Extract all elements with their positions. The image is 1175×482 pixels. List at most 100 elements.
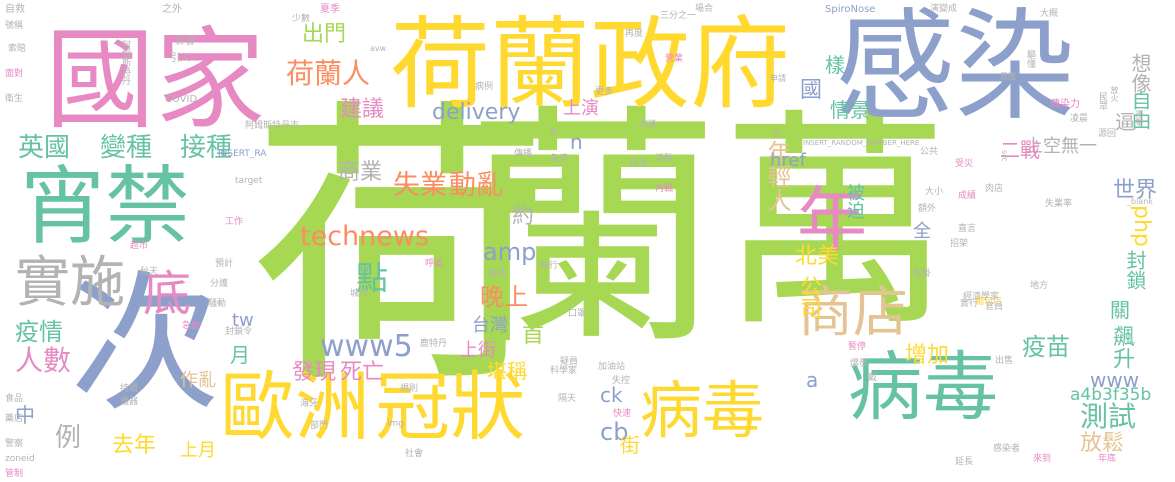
word-6: 荷蘭政府 (390, 6, 790, 123)
word-37: 上月 (180, 440, 216, 461)
word-146: 公共 (920, 147, 939, 157)
word-112: 藥店 (5, 414, 24, 424)
word-28: 點 (356, 259, 389, 297)
word-22: delivery (432, 100, 521, 125)
word-144: 凌晨 (1070, 114, 1089, 124)
word-134: 營業 (665, 54, 684, 64)
word-67: href (770, 150, 806, 171)
word-121: 社會 (405, 449, 424, 459)
word-33: 疫情 (15, 318, 63, 346)
word-95: img (387, 419, 404, 429)
word-54: www (1090, 368, 1140, 392)
word-38: 中 (15, 403, 35, 427)
word-43: 堪稱 (487, 359, 527, 383)
word-68: 情景 (830, 98, 870, 122)
word-171: 急速 (550, 154, 569, 164)
word-115: 持續 (120, 384, 139, 394)
word-98: 民眾 (1097, 92, 1107, 110)
word-17: 變種 (100, 133, 153, 163)
word-56: 疫苗 (1022, 333, 1070, 361)
word-105: 經濟學家 (963, 292, 1000, 302)
word-21: 建議 (340, 97, 385, 122)
word-4: 感染 (835, 0, 1075, 137)
word-137: 少數 (292, 14, 311, 24)
word-32: 晚上 (480, 283, 528, 311)
word-15: 商店 (798, 280, 909, 344)
word-169: 三分之一 (660, 11, 697, 21)
word-20: 出門 (302, 22, 347, 47)
word-151: 招架 (950, 239, 969, 249)
word-9: 冠狀 (375, 363, 526, 451)
word-145: 源回 (1098, 129, 1117, 139)
word-50: 街 (620, 433, 640, 457)
word-117: 急劇 (182, 321, 201, 331)
word-40: 作亂 (180, 370, 216, 391)
word-57: 增加 (905, 343, 950, 368)
word-66: 被迫 (844, 183, 865, 219)
word-1: 蘭 (465, 84, 721, 381)
word-47: cb (600, 418, 629, 446)
word-152: 直言 (958, 224, 977, 234)
word-131: 騷動 (208, 299, 227, 309)
word-101: 肉店 (985, 184, 1004, 194)
word-39: 月 (230, 343, 250, 367)
word-25: 年輕人 (763, 140, 791, 212)
word-128: 描述 (488, 269, 507, 279)
word-91: SpiroNose (825, 4, 876, 15)
word-36: 去年 (112, 433, 157, 458)
word-104: 科學家 (550, 366, 578, 376)
word-84: 影響 (175, 36, 195, 47)
word-11: 病毒 (848, 343, 999, 431)
word-143: 放火 (1110, 86, 1119, 102)
word-114: 管制 (5, 469, 24, 479)
word-141: 驅懂 (1025, 50, 1035, 68)
word-80: 索賠 (8, 44, 27, 54)
word-133: 更多 (595, 87, 614, 97)
word-157: 出售 (995, 356, 1014, 366)
word-107: 秋天 (140, 267, 159, 277)
word-19: 荷蘭人 (286, 57, 371, 90)
word-89: 阿姆斯特丹市 (245, 121, 300, 131)
word-76: 全 (913, 221, 931, 242)
word-77: 關 (1110, 298, 1130, 322)
word-177: 九 (773, 129, 783, 139)
word-150: 成績 (958, 191, 977, 201)
word-75: tw (232, 310, 254, 331)
word-58: 封鎖 (1123, 250, 1147, 290)
word-149: 額外 (918, 204, 937, 214)
word-172: 活動 (655, 154, 674, 164)
word-23: 失業 (393, 170, 447, 201)
word-124: 失控 (612, 376, 631, 386)
word-5: 國家 (45, 16, 265, 144)
word-53: a4b3f35b (1070, 385, 1152, 405)
word-129: 呼氣 (425, 259, 444, 269)
word-27: amp (483, 238, 537, 266)
word-127: 執行 (540, 261, 559, 271)
word-86: COVID (165, 94, 198, 105)
word-59: php (1129, 205, 1154, 247)
word-30: 發現 (292, 360, 337, 385)
word-147: 受災 (955, 159, 974, 169)
word-65: 二戰 (1000, 138, 1040, 162)
word-94: avw (370, 44, 387, 53)
word-71: 商業 (338, 160, 383, 185)
word-85: 引入 (170, 53, 190, 64)
word-46: 公司 (796, 275, 821, 319)
word-42: 上街 (460, 340, 496, 361)
word-18: 接種 (180, 133, 233, 163)
word-142: 周圍 (1000, 72, 1016, 81)
word-24: 動亂 (449, 170, 503, 201)
word-163: 延長 (955, 457, 974, 467)
word-166: 衝擊 (1135, 110, 1144, 126)
word-175: 傳播 (514, 149, 533, 159)
word-52: 放鬆 (1080, 431, 1125, 456)
word-96: src (1000, 150, 1009, 162)
word-173: 民生 (630, 159, 649, 169)
word-130: 預計 (215, 259, 234, 269)
word-41: 首 (522, 323, 545, 348)
word-78: 自救 (5, 4, 25, 15)
word-93: zoneid (5, 454, 35, 464)
word-87: INSERT_RA (218, 149, 267, 159)
word-8: 歐洲 (220, 363, 371, 451)
word-162: 來到 (1033, 454, 1052, 464)
